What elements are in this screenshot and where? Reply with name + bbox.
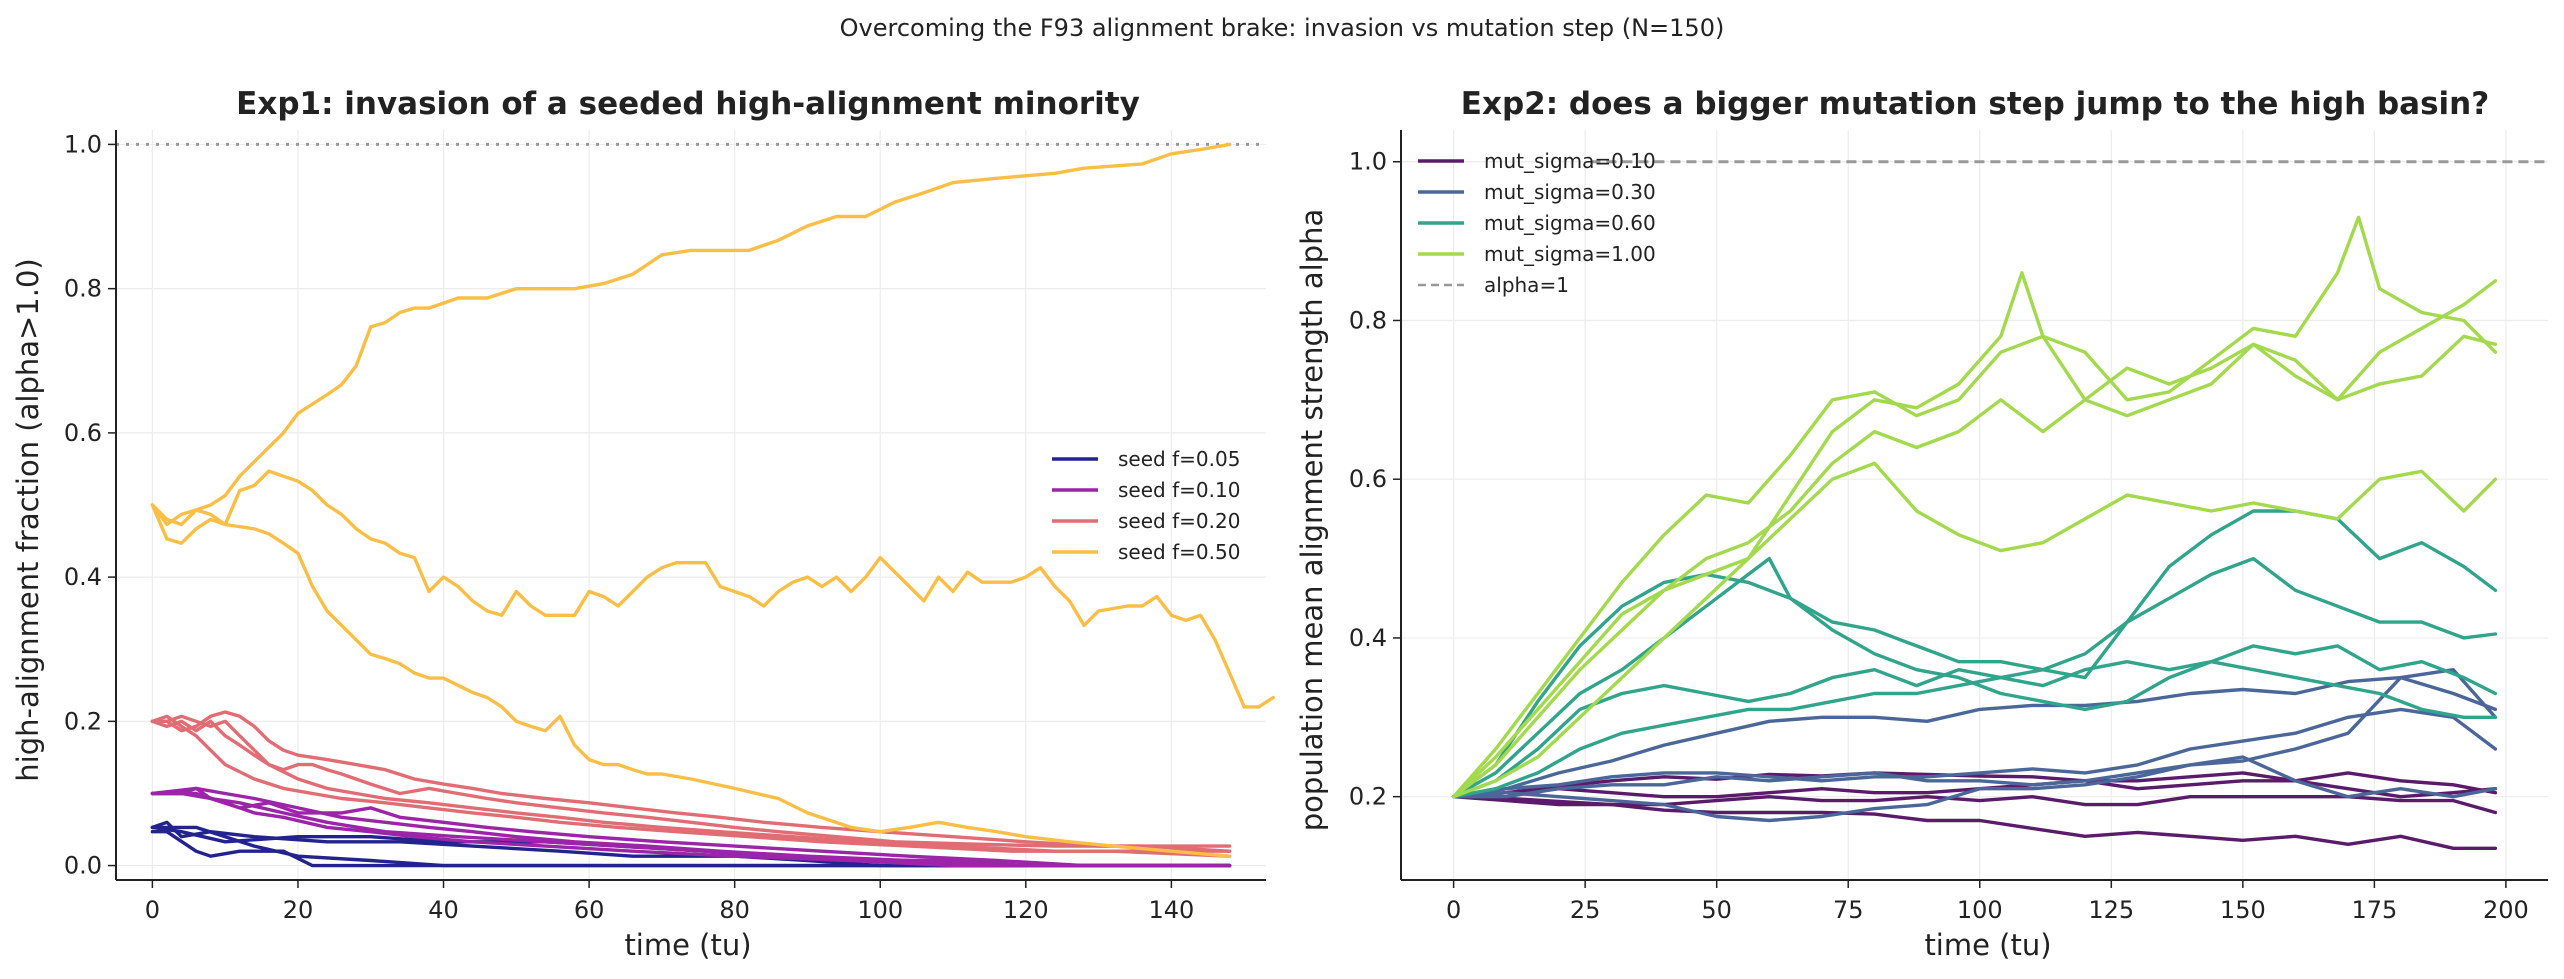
exp1-legend-label: seed f=0.20 [1118,509,1240,533]
exp2-series-lines [1451,215,2498,850]
exp1-series-line-0-run-2 [150,830,1232,868]
exp1-x-tick-label: 20 [283,896,314,924]
exp1-x-tick-label: 60 [574,896,605,924]
exp1-series-line-3-run-1 [150,503,1232,858]
exp1-tick-labels: 0 20 40 60 80 100 120 140 0.0 0.2 0.4 0.6 0.8 1.0 [64,130,1194,924]
exp1-y-tick-label: 0.6 [64,419,102,447]
exp1-x-tick-label: 0 [145,896,160,924]
exp2-x-tick-label: 75 [1833,896,1864,924]
exp2-x-tick-label: 125 [2088,896,2134,924]
exp1-legend-label: seed f=0.05 [1118,447,1240,471]
exp2-legend-label: mut_sigma=0.10 [1484,149,1656,173]
exp2-legend: mut_sigma=0.10 mut_sigma=0.30 mut_sigma=0.… [1418,149,1656,297]
exp1-series-line-2-run-0 [150,710,1232,848]
exp2-series-line-2-run-3 [1451,556,2498,799]
exp1-series-line-2-run-1 [150,714,1232,858]
exp2-series-line-3-run-2 [1451,271,2498,799]
exp2-legend-label: alpha=1 [1484,273,1569,297]
exp2-x-tick-label: 0 [1446,896,1461,924]
exp2-legend-label: mut_sigma=0.30 [1484,180,1656,204]
exp1-x-tick-label: 80 [719,896,750,924]
exp2-series-line-3-run-1 [1451,461,2498,799]
exp1-series-lines [150,142,1275,868]
exp1-series-line-2-run-3 [150,714,1232,853]
exp1-title: Exp1: invasion of a seeded high-alignmen… [236,86,1140,122]
exp1-axes [108,130,1266,888]
exp2-x-tick-label: 100 [1957,896,2003,924]
exp2-title: Exp2: does a bigger mutation step jump t… [1461,86,2489,122]
exp2-panel: Exp2: does a bigger mutation step jump t… [1295,86,2548,962]
exp1-y-axis-label: high-alignment fraction (alpha>1.0) [11,258,45,781]
exp1-panel: Exp1: invasion of a seeded high-alignmen… [11,86,1275,962]
exp2-x-tick-label: 175 [2351,896,2397,924]
exp2-series-line-0-run-2 [1451,795,2498,850]
exp2-legend-label: mut_sigma=0.60 [1484,211,1656,235]
exp1-legend: seed f=0.05 seed f=0.10 seed f=0.20 seed f=… [1052,447,1240,564]
exp2-series-line-0-run-3 [1451,795,2498,815]
exp2-series-line-2-run-0 [1451,644,2498,799]
exp2-series-line-3-run-0 [1451,215,2498,799]
exp1-y-tick-label: 0.0 [64,852,102,880]
exp1-legend-label: seed f=0.10 [1118,478,1240,502]
exp2-series-line-2-run-2 [1451,556,2498,799]
exp2-y-tick-label: 0.4 [1349,624,1387,652]
figure-suptitle: Overcoming the F93 alignment brake: inva… [840,14,1725,42]
exp1-x-tick-label: 100 [857,896,903,924]
exp2-legend-label: mut_sigma=1.00 [1484,242,1656,266]
exp1-x-tick-label: 40 [428,896,459,924]
exp1-y-tick-label: 1.0 [64,130,102,158]
exp2-tick-labels: 0 25 50 75 100 125 150 175 200 0.2 0.4 0.6 0.8 1.0 [1349,148,2529,924]
exp2-grid [1401,130,2548,880]
exp2-x-tick-label: 200 [2483,896,2529,924]
exp2-y-tick-label: 1.0 [1349,148,1387,176]
exp2-x-tick-label: 150 [2220,896,2266,924]
exp1-series-line-1-run-3 [150,786,1232,868]
exp2-y-tick-label: 0.6 [1349,465,1387,493]
exp1-x-tick-label: 140 [1148,896,1194,924]
exp1-series-line-2-run-2 [150,719,1232,853]
exp1-series-line-3-run-0 [150,142,1232,527]
exp2-series-line-0-run-0 [1451,771,2498,799]
exp1-x-axis-label: time (tu) [624,928,751,962]
exp1-series-line-3-run-2 [150,469,1275,709]
exp1-x-tick-label: 120 [1003,896,1049,924]
exp1-y-tick-label: 0.8 [64,275,102,303]
exp2-axes [1393,130,2548,888]
exp2-x-tick-label: 25 [1570,896,1601,924]
exp2-series-line-1-run-2 [1451,755,2498,823]
exp1-y-tick-label: 0.4 [64,563,102,591]
exp2-y-tick-label: 0.2 [1349,783,1387,811]
exp2-y-axis-label: population mean alignment strength alpha [1295,209,1329,831]
exp2-x-axis-label: time (tu) [1924,928,2051,962]
exp2-series-line-1-run-3 [1451,675,2498,799]
exp1-legend-label: seed f=0.50 [1118,540,1240,564]
exp2-x-tick-label: 50 [1701,896,1732,924]
exp2-y-tick-label: 0.8 [1349,306,1387,334]
exp1-y-tick-label: 0.2 [64,707,102,735]
exp2-series-line-1-run-1 [1451,707,2498,799]
exp1-series-line-1-run-2 [150,791,1232,868]
exp2-series-line-2-run-1 [1451,509,2498,799]
exp2-series-line-3-run-3 [1451,334,2498,799]
